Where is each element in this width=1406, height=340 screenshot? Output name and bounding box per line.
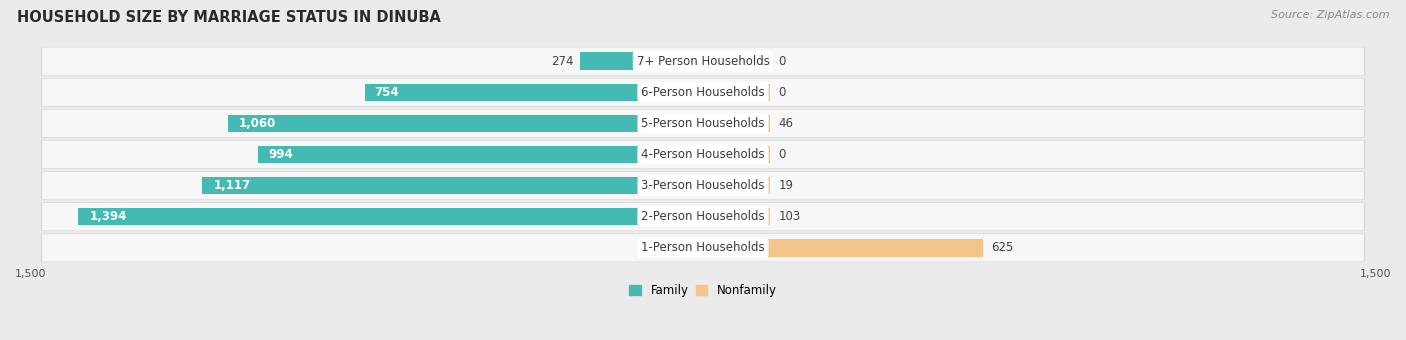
Bar bbox=[202, 177, 703, 194]
Legend: Family, Nonfamily: Family, Nonfamily bbox=[630, 284, 776, 297]
Text: 4-Person Households: 4-Person Households bbox=[641, 148, 765, 161]
Text: 1,394: 1,394 bbox=[90, 210, 127, 223]
Bar bbox=[79, 208, 703, 225]
Bar bbox=[703, 52, 770, 70]
Bar bbox=[703, 146, 770, 163]
Text: 0: 0 bbox=[779, 148, 786, 161]
FancyBboxPatch shape bbox=[42, 79, 1364, 106]
Bar bbox=[581, 52, 703, 70]
Text: 0: 0 bbox=[779, 55, 786, 68]
Text: 274: 274 bbox=[551, 55, 574, 68]
Text: 3-Person Households: 3-Person Households bbox=[641, 179, 765, 192]
Bar bbox=[703, 239, 983, 257]
Text: 6-Person Households: 6-Person Households bbox=[641, 86, 765, 99]
Text: 1,117: 1,117 bbox=[214, 179, 250, 192]
Text: 0: 0 bbox=[779, 86, 786, 99]
Text: 994: 994 bbox=[269, 148, 294, 161]
Text: 754: 754 bbox=[374, 86, 399, 99]
FancyBboxPatch shape bbox=[41, 171, 1365, 200]
FancyBboxPatch shape bbox=[41, 78, 1365, 106]
Text: 2-Person Households: 2-Person Households bbox=[641, 210, 765, 223]
FancyBboxPatch shape bbox=[41, 109, 1365, 138]
Text: 625: 625 bbox=[991, 241, 1014, 254]
Bar bbox=[703, 208, 770, 225]
Text: 7+ Person Households: 7+ Person Households bbox=[637, 55, 769, 68]
Text: 19: 19 bbox=[779, 179, 793, 192]
Text: 103: 103 bbox=[779, 210, 800, 223]
FancyBboxPatch shape bbox=[42, 203, 1364, 231]
Text: Source: ZipAtlas.com: Source: ZipAtlas.com bbox=[1271, 10, 1389, 20]
Text: 1-Person Households: 1-Person Households bbox=[641, 241, 765, 254]
Text: 5-Person Households: 5-Person Households bbox=[641, 117, 765, 130]
Bar bbox=[257, 146, 703, 163]
Text: 1,060: 1,060 bbox=[239, 117, 277, 130]
Bar bbox=[366, 84, 703, 101]
FancyBboxPatch shape bbox=[42, 234, 1364, 261]
FancyBboxPatch shape bbox=[42, 110, 1364, 137]
Text: 46: 46 bbox=[779, 117, 793, 130]
FancyBboxPatch shape bbox=[41, 202, 1365, 231]
FancyBboxPatch shape bbox=[42, 48, 1364, 75]
FancyBboxPatch shape bbox=[41, 140, 1365, 169]
FancyBboxPatch shape bbox=[42, 172, 1364, 199]
FancyBboxPatch shape bbox=[42, 141, 1364, 168]
Bar bbox=[703, 84, 770, 101]
Bar bbox=[228, 115, 703, 132]
Text: HOUSEHOLD SIZE BY MARRIAGE STATUS IN DINUBA: HOUSEHOLD SIZE BY MARRIAGE STATUS IN DIN… bbox=[17, 10, 440, 25]
FancyBboxPatch shape bbox=[41, 47, 1365, 75]
Bar bbox=[703, 177, 770, 194]
FancyBboxPatch shape bbox=[41, 234, 1365, 262]
Bar bbox=[703, 115, 770, 132]
